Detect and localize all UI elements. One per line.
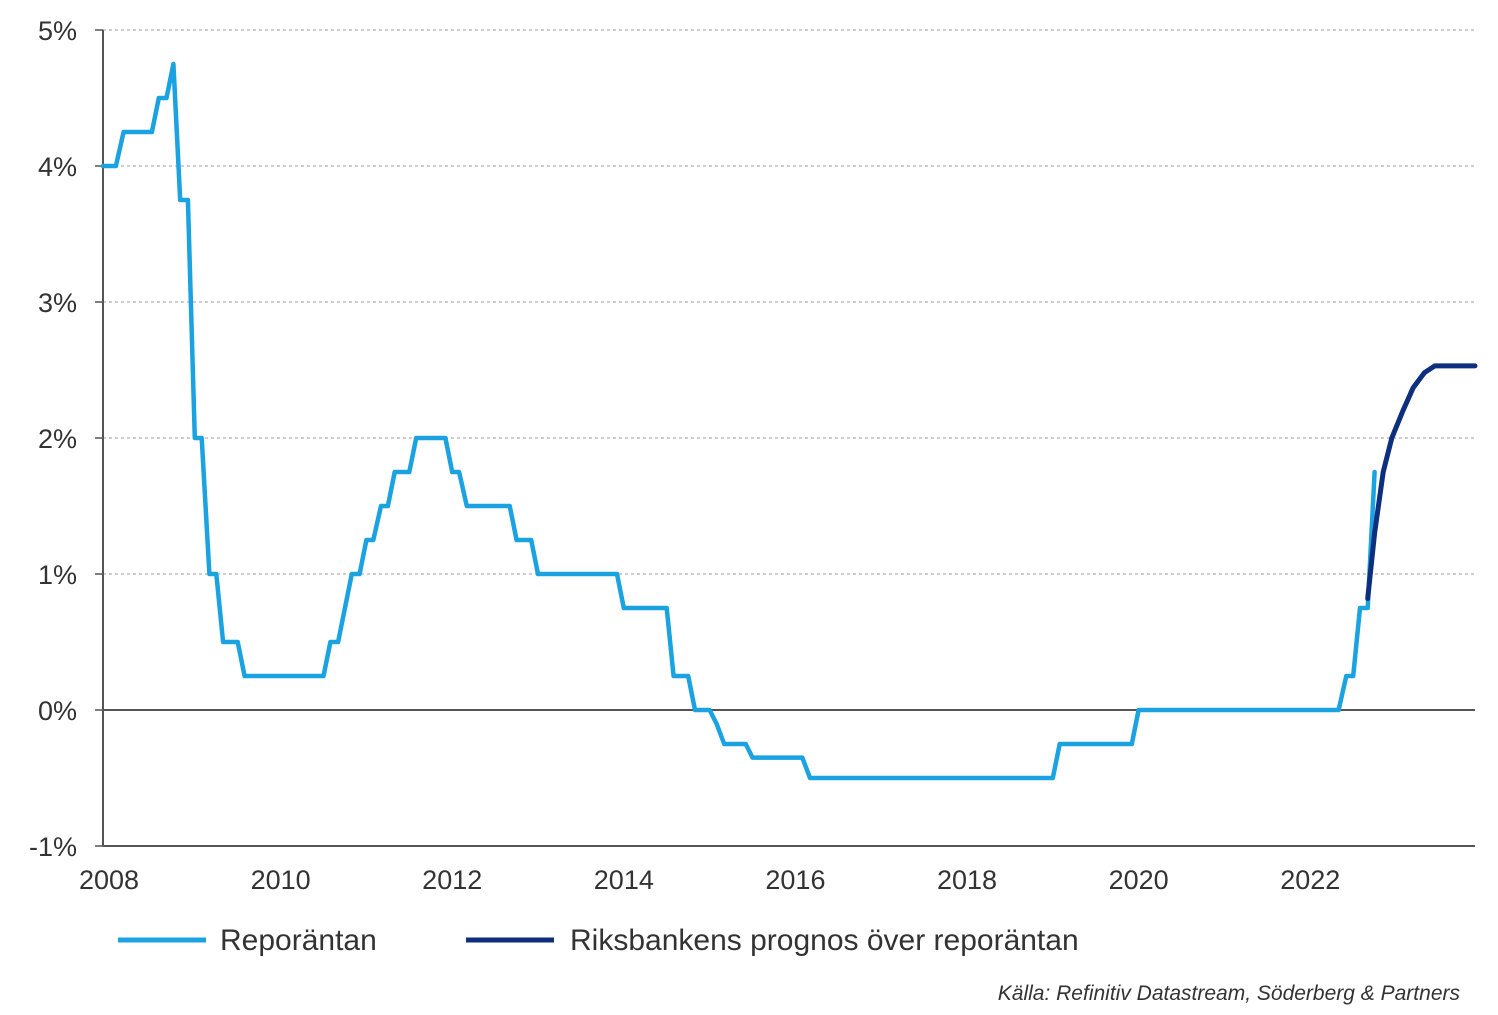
y-tick-label: 0% xyxy=(38,696,77,726)
x-tick-label: 2020 xyxy=(1109,865,1169,895)
x-tick-label: 2010 xyxy=(251,865,311,895)
y-tick-label: -1% xyxy=(29,832,77,862)
x-tick-label: 2016 xyxy=(765,865,825,895)
grid-lines xyxy=(103,29,1475,575)
series-line-1 xyxy=(1365,363,1478,601)
legend-label-reporantan: Reporäntan xyxy=(220,924,377,957)
source-note: Källa: Refinitiv Datastream, Söderberg &… xyxy=(998,982,1461,1005)
legend-label-prognos: Riksbankens prognos över reporäntan xyxy=(570,924,1079,957)
x-tick-label: 2018 xyxy=(937,865,997,895)
y-tick-label: 2% xyxy=(38,424,77,454)
y-tick-label: 3% xyxy=(38,288,77,318)
series-lines xyxy=(100,61,1478,781)
x-tick-label: 2008 xyxy=(79,865,139,895)
y-tick-label: 1% xyxy=(38,560,77,590)
y-tick-label: 5% xyxy=(38,16,77,46)
x-tick-labels: 2008 2010 2012 2014 2016 2018 2020 2022 xyxy=(79,865,1340,895)
x-tick-label: 2012 xyxy=(422,865,482,895)
legend: Reporäntan Riksbankens prognos över repo… xyxy=(118,924,1079,957)
x-tick-label: 2014 xyxy=(594,865,654,895)
x-tick-label: 2022 xyxy=(1280,865,1340,895)
y-tick-labels: 5% 4% 3% 2% 1% 0% -1% xyxy=(29,16,77,862)
y-tick-label: 4% xyxy=(38,152,77,182)
series-line-0 xyxy=(100,61,1377,781)
